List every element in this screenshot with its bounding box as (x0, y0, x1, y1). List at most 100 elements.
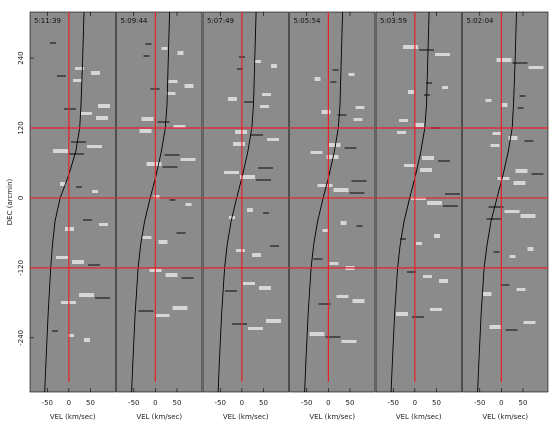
emission-streak (244, 101, 253, 103)
emission-streak (260, 105, 269, 108)
emission-streak (69, 153, 84, 155)
emission-streak (180, 158, 196, 161)
x-axis-label: VEL (km/sec) (482, 413, 528, 421)
emission-streak (317, 184, 333, 187)
emission-streak (500, 284, 510, 286)
emission-streak (485, 99, 492, 102)
emission-streak (329, 262, 339, 265)
emission-streak (145, 43, 152, 45)
emission-streak (270, 245, 279, 247)
emission-streak (326, 155, 339, 159)
emission-streak (258, 167, 273, 169)
emission-streak (237, 68, 243, 70)
panel-title: 5:02:04 (467, 17, 495, 25)
emission-streak (271, 64, 277, 68)
emission-streak (141, 117, 154, 121)
emission-streak (412, 316, 424, 318)
emission-streak (355, 106, 365, 109)
panel-background (29, 11, 116, 393)
x-tick-label: 0 (153, 399, 157, 407)
emission-streak (443, 205, 458, 207)
panel-background (462, 11, 549, 393)
emission-streak (158, 240, 168, 244)
emission-streak (528, 66, 544, 69)
x-tick-label: 0 (413, 399, 417, 407)
emission-streak (341, 340, 357, 343)
panel-title: 5:03:59 (380, 17, 407, 25)
emission-streak (488, 206, 504, 208)
emission-streak (340, 221, 347, 225)
emission-streak (153, 195, 160, 199)
panel-title: 5:07:49 (207, 17, 234, 25)
emission-streak (515, 169, 528, 173)
emission-streak (523, 321, 536, 324)
panel-background (116, 11, 203, 393)
emission-streak (164, 154, 180, 156)
emission-streak (259, 286, 271, 290)
emission-streak (138, 310, 154, 312)
x-axis-label: VEL (km/sec) (136, 413, 182, 421)
x-tick-label: 50 (86, 399, 95, 407)
y-tick-label: 240 (17, 51, 25, 64)
emission-streak (415, 123, 424, 127)
emission-streak (92, 190, 98, 193)
emission-streak (50, 42, 56, 44)
x-tick-label: 0 (326, 399, 330, 407)
emission-streak (255, 60, 261, 63)
y-axis-label: DEC (arcmin) (6, 179, 14, 226)
emission-streak (71, 141, 86, 143)
y-tick-label: 120 (17, 121, 25, 134)
emission-streak (438, 160, 450, 162)
emission-streak (262, 93, 271, 96)
emission-streak (430, 308, 442, 311)
emission-streak (337, 114, 347, 116)
panel-title: 5:09:44 (121, 17, 149, 25)
emission-streak (52, 330, 58, 332)
panel-background (375, 11, 462, 393)
emission-streak (232, 323, 247, 325)
emission-streak (309, 332, 325, 336)
x-tick-label: -50 (474, 399, 485, 407)
emission-streak (157, 121, 170, 123)
emission-streak (516, 288, 526, 291)
emission-streak (146, 162, 162, 166)
emission-streak (184, 84, 194, 88)
emission-streak (80, 112, 92, 115)
y-tick-label: 0 (17, 196, 25, 200)
x-tick-label: -50 (388, 399, 399, 407)
emission-streak (504, 210, 520, 213)
emission-streak (427, 201, 442, 205)
y-tick-label: -240 (17, 330, 25, 346)
emission-streak (426, 82, 432, 84)
emission-streak (505, 329, 518, 331)
x-tick-label: -50 (215, 399, 226, 407)
emission-streak (236, 249, 245, 252)
emission-streak (482, 292, 492, 296)
emission-streak (400, 238, 406, 240)
emission-streak (397, 131, 406, 134)
emission-streak (344, 147, 357, 149)
emission-streak (161, 47, 168, 50)
emission-streak (439, 279, 448, 283)
x-tick-label: -50 (128, 399, 139, 407)
emission-streak (353, 118, 363, 121)
emission-streak (65, 227, 74, 231)
emission-streak (79, 293, 94, 297)
emission-streak (267, 138, 279, 141)
emission-streak (154, 314, 170, 317)
emission-streak (314, 77, 321, 81)
emission-streak (169, 199, 176, 201)
emission-streak (173, 125, 186, 128)
emission-streak (325, 336, 341, 338)
emission-streak (256, 179, 271, 181)
panel-title: 5:11:39 (34, 17, 61, 25)
emission-streak (348, 73, 355, 76)
emission-streak (318, 303, 331, 305)
x-tick-label: 50 (432, 399, 441, 407)
emission-streak (181, 277, 194, 279)
emission-streak (490, 144, 500, 147)
emission-streak (486, 218, 502, 220)
emission-streak (84, 338, 90, 342)
emission-streak (330, 81, 337, 83)
